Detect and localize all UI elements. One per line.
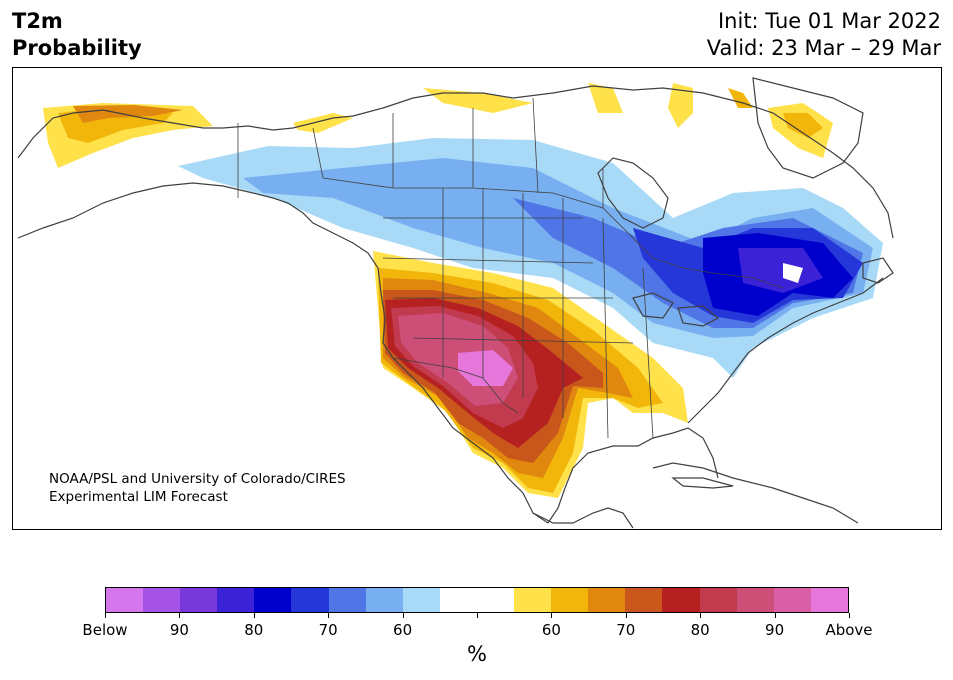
cuba: [671, 477, 734, 489]
colorbar-tick: [551, 613, 553, 618]
map-svg: [17, 77, 894, 529]
colorbar-tick: [402, 613, 404, 618]
colorbar-segment: [439, 588, 477, 612]
credit-line-1: NOAA/PSL and University of Colorado/CIRE…: [49, 471, 346, 487]
above-normal-shading: [373, 251, 688, 498]
colorbar-tick: [253, 613, 255, 618]
colorbar-segment: [143, 588, 181, 612]
newfoundland: [862, 257, 894, 284]
valid-date: Valid: 23 Mar – 29 Mar: [706, 36, 941, 60]
great-lakes: [632, 292, 720, 327]
central-america: [532, 507, 634, 529]
white-gap: [783, 263, 803, 283]
colorbar-tick: [179, 613, 181, 618]
colorbar-segment: [810, 588, 848, 612]
colorbar-tick: [700, 613, 702, 618]
colorbar-tick: [849, 613, 850, 618]
political-borders: [237, 97, 784, 439]
arctic-warm-3: [668, 83, 693, 128]
colorbar-segment: [254, 588, 292, 612]
colorbar-segment: [291, 588, 329, 612]
colorbar-segment: [699, 588, 737, 612]
colorbar-segment: [180, 588, 218, 612]
colorbar-tick: [625, 613, 627, 618]
colorbar-segment: [736, 588, 774, 612]
warm-shade-95: [458, 350, 513, 386]
colorbar-segment: [328, 588, 366, 612]
colorbar-segment: [402, 588, 440, 612]
alaska-warm-edge: [73, 105, 183, 123]
colorbar-segment: [588, 588, 626, 612]
colorbar-segment: [476, 588, 515, 612]
colorbar-tick: [328, 613, 330, 618]
atlantic-coast: [687, 277, 884, 424]
colorbar-tick-label: 70: [616, 621, 636, 639]
arctic-warm-4: [728, 88, 753, 108]
arctic-warm-patches: [43, 83, 833, 168]
colorbar-tick-label: 60: [541, 621, 561, 639]
credit-line-2: Experimental LIM Forecast: [49, 489, 228, 505]
us-states-grid: [382, 188, 654, 439]
arctic-coast: [352, 85, 894, 239]
forecast-dates: Init: Tue 01 Mar 2022 Valid: 23 Mar – 29…: [707, 8, 941, 62]
us-mexico-border: [392, 357, 519, 414]
colorbar-tick-label: 60: [393, 621, 413, 639]
colorbar-tick: [774, 613, 776, 618]
colorbar-tick: [105, 613, 106, 618]
title-line-1: T2m: [12, 9, 63, 33]
us-canada-border: [322, 177, 784, 289]
hudson-bay: [597, 157, 669, 229]
colorbar-segment: [773, 588, 811, 612]
coastlines: [17, 77, 894, 529]
colorbar: [105, 587, 849, 613]
colorbar-segment: [365, 588, 403, 612]
title-line-2: Probability: [12, 36, 142, 60]
arctic-warm-2: [588, 83, 623, 113]
greenland-warm-core: [783, 113, 823, 138]
map-panel: [12, 67, 942, 530]
colorbar-tick-label: Above: [825, 621, 873, 639]
colorbar-segment: [551, 588, 589, 612]
gulf-coast: [547, 427, 719, 524]
colorbar-tick-label: 90: [765, 621, 785, 639]
colorbar-tick-label: 90: [169, 621, 189, 639]
colorbar-tick-label: 80: [690, 621, 710, 639]
colorbar-segment: [625, 588, 663, 612]
colorbar-segment: [514, 588, 552, 612]
cool-shade-85: [738, 248, 823, 293]
colorbar-tick-label: 80: [244, 621, 264, 639]
arctic-warm-1: [423, 88, 533, 113]
colorbar-segment: [662, 588, 700, 612]
colorbar-tick-label: Below: [82, 621, 128, 639]
yukon-warm: [293, 113, 353, 133]
colorbar-unit: %: [467, 642, 487, 666]
pacific-coast: [367, 252, 549, 524]
colorbar-tick: [477, 613, 478, 618]
canada-provinces: [312, 97, 604, 208]
colorbar-segment: [217, 588, 255, 612]
figure-title: T2m Probability: [12, 8, 142, 62]
below-normal-shading: [178, 138, 883, 378]
caribbean: [652, 462, 859, 524]
alaska-coast: [17, 109, 354, 159]
greenland-coast: [752, 77, 864, 179]
init-date: Init: Tue 01 Mar 2022: [717, 9, 941, 33]
credit-text: NOAA/PSL and University of Colorado/CIRE…: [49, 470, 346, 506]
colorbar-segment: [106, 588, 144, 612]
colorbar-tick-label: 70: [318, 621, 338, 639]
